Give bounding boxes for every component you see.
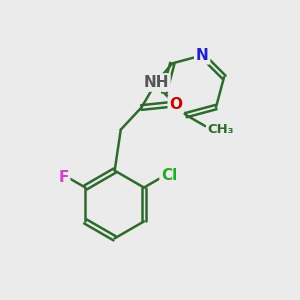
Text: O: O [169,97,182,112]
Text: F: F [58,170,69,185]
Text: N: N [196,48,208,63]
Text: NH: NH [143,75,169,90]
Text: Cl: Cl [161,168,177,183]
Text: CH₃: CH₃ [208,123,234,136]
